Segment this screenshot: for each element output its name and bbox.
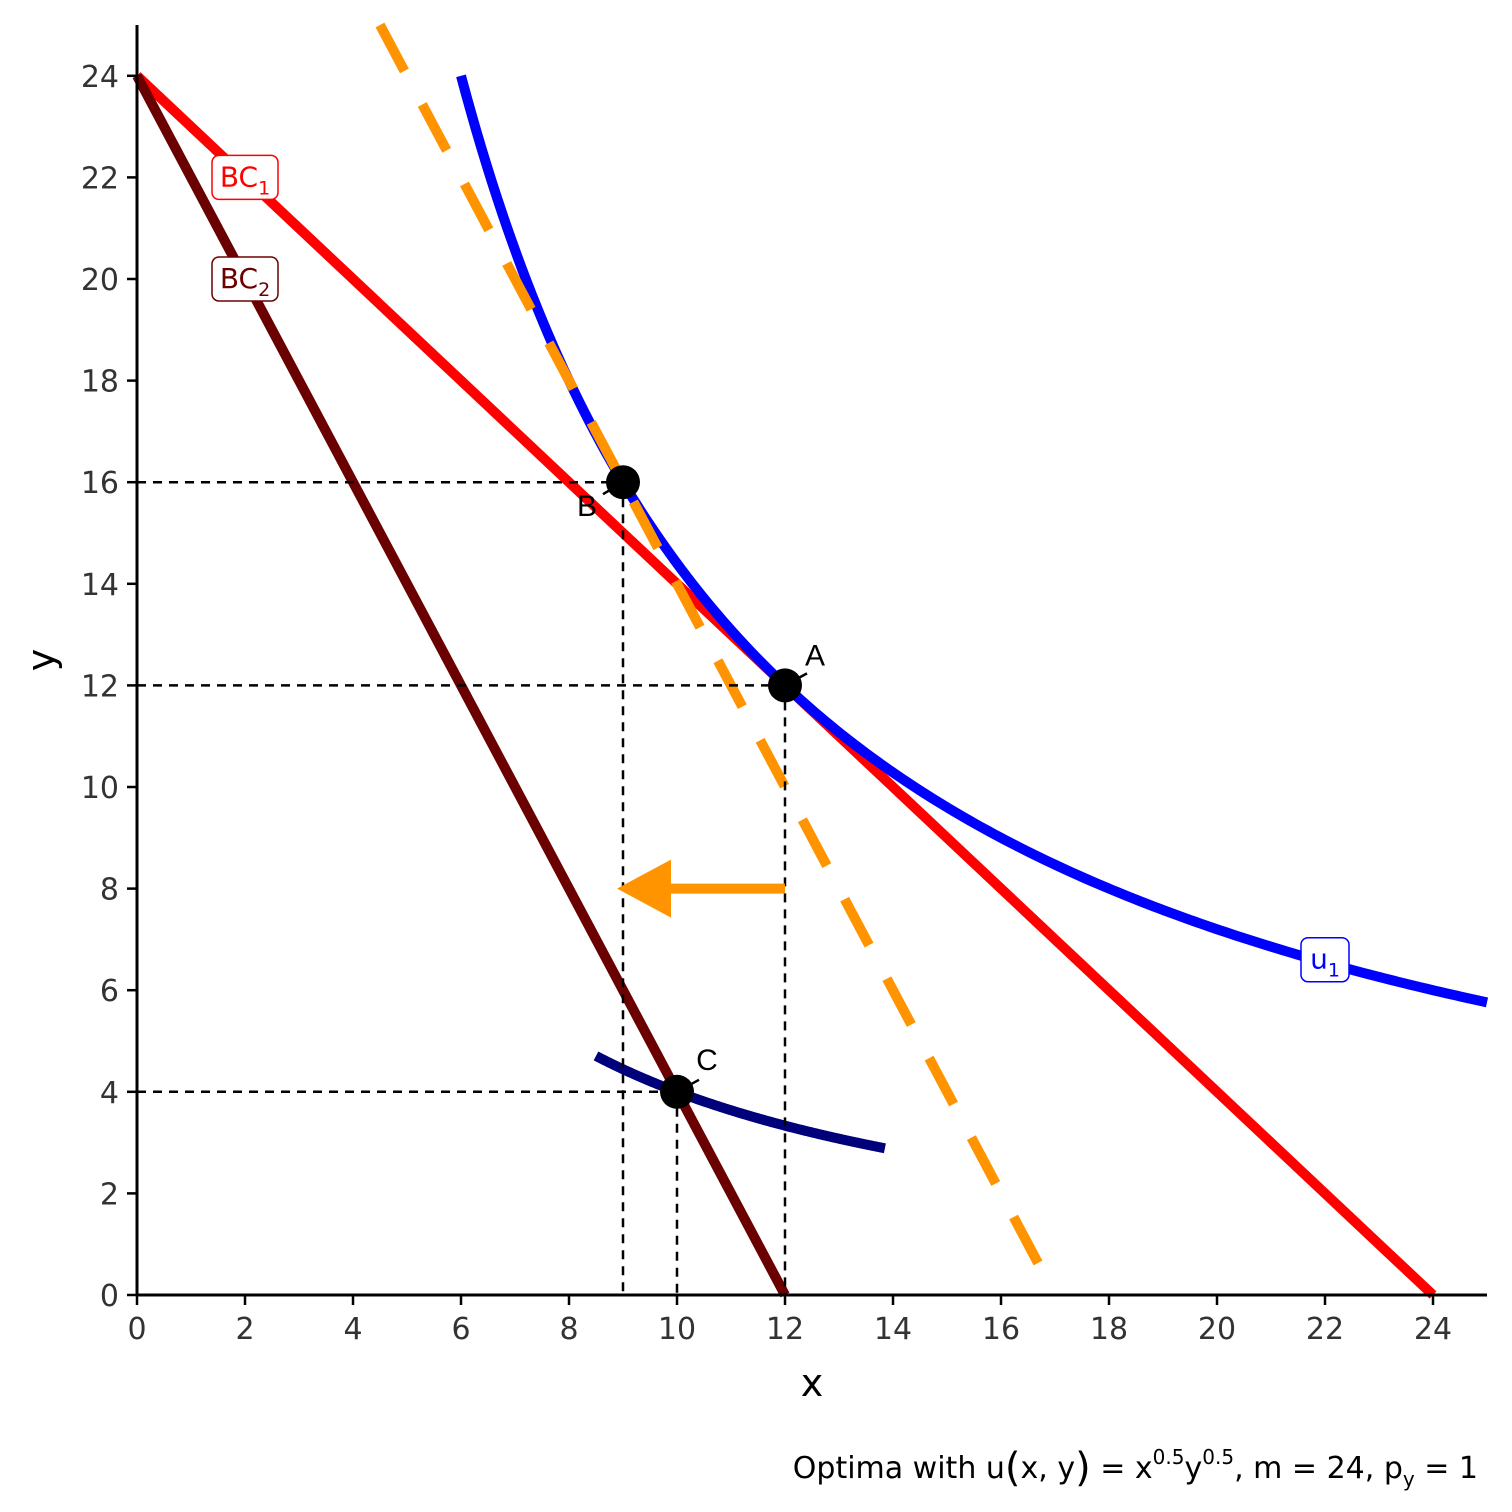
point-label-a: A [805, 639, 825, 672]
optimum-point-a [768, 668, 802, 703]
y-tick-label: 2 [100, 1177, 119, 1212]
y-axis-title: y [19, 649, 63, 672]
optimum-point-c [660, 1074, 694, 1109]
shift-arrow [617, 859, 785, 918]
series-label-u1: u1 [1300, 936, 1350, 983]
optimum-points: A B C [577, 465, 825, 1109]
x-tick-label: 12 [766, 1312, 804, 1347]
optimum-point-b [606, 465, 640, 500]
series-labels: BC1 BC2 u1 [211, 154, 1350, 983]
series-label-text: BC1 [220, 160, 270, 199]
y-tick-label: 12 [81, 669, 119, 704]
y-tick-label: 4 [100, 1076, 119, 1111]
y-tick-label: 16 [81, 466, 119, 501]
series-line-unlabeled-4 [375, 22, 1060, 1298]
series-label-box [211, 256, 279, 302]
x-tick-label: 10 [658, 1312, 696, 1347]
x-tick-label: 0 [127, 1312, 146, 1347]
series-label-text: BC2 [220, 262, 270, 301]
x-tick-label: 16 [982, 1312, 1020, 1347]
y-tick-label: 0 [100, 1279, 119, 1314]
y-tick-label: 14 [81, 568, 119, 603]
point-label-b: B [577, 490, 597, 523]
axes: 0 2 4 6 8 10 12 14 16 18 20 22 240246810121416182022… [81, 25, 1487, 1347]
y-tick-label: 22 [81, 161, 119, 196]
y-tick-label: 8 [100, 873, 119, 908]
series-label-text: u1 [1310, 943, 1340, 982]
y-tick-label: 20 [81, 263, 119, 298]
x-tick-label: 8 [559, 1312, 578, 1347]
x-tick-label: 22 [1306, 1312, 1344, 1347]
y-tick-label: 18 [81, 365, 119, 400]
caption: Optima with u(x, y) = x0.5y0.5, m = 24, … [793, 1445, 1478, 1491]
y-tick-label: 10 [81, 771, 119, 806]
series-label-box [211, 154, 279, 201]
x-tick-label: 4 [343, 1312, 362, 1347]
shift-arrow-head [617, 859, 671, 918]
point-label-c: C [696, 1044, 718, 1077]
y-tick-label: 24 [81, 60, 119, 95]
x-tick-label: 14 [874, 1312, 912, 1347]
x-tick-label: 24 [1414, 1312, 1452, 1347]
x-tick-label: 20 [1198, 1312, 1236, 1347]
series-label-bc2: BC2 [211, 256, 279, 302]
x-tick-label: 18 [1090, 1312, 1128, 1347]
series-line-unlabeled-3 [593, 1051, 886, 1154]
series-label-box [1300, 936, 1350, 983]
x-tick-label: 2 [235, 1312, 254, 1347]
x-axis-title: x [801, 1361, 824, 1405]
y-tick-label: 6 [100, 974, 119, 1009]
x-tick-label: 6 [451, 1312, 470, 1347]
series-label-bc1: BC1 [211, 154, 279, 201]
